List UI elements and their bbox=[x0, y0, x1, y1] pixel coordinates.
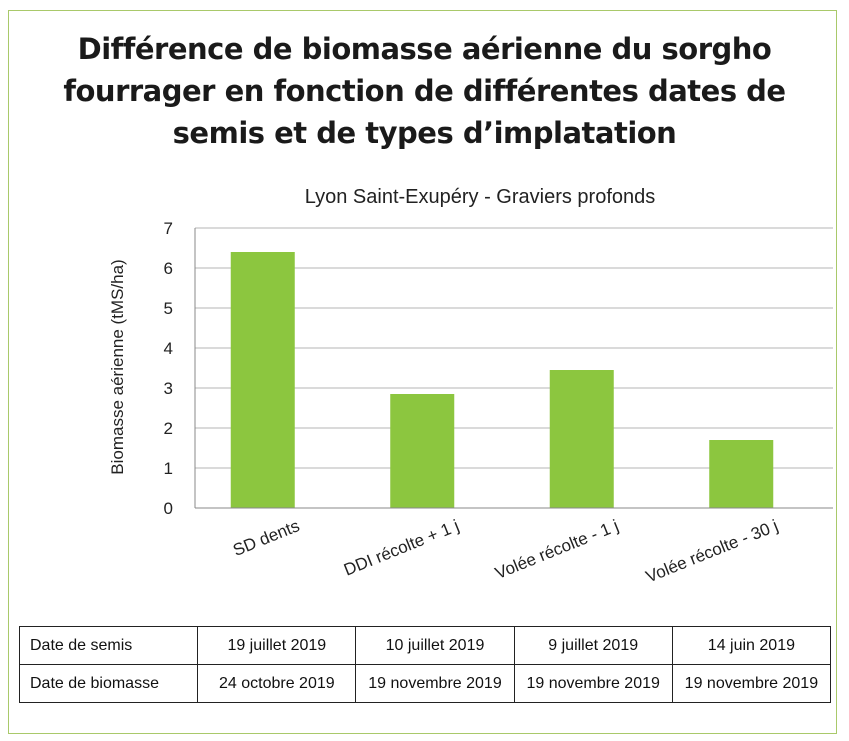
x-tick-label: Volée récolte - 1 j bbox=[492, 516, 621, 583]
table-cell: 10 juillet 2019 bbox=[355, 626, 515, 665]
table-row: Date de biomasse 24 octobre 2019 19 novemb… bbox=[18, 664, 832, 703]
figure-frame bbox=[8, 10, 837, 734]
dates-table: Date de semis 19 juillet 2019 10 juillet 2… bbox=[18, 626, 832, 703]
chart-title: Lyon Saint-Exupéry - Graviers profonds bbox=[304, 186, 656, 208]
x-tick-label: DDI récolte + 1 j bbox=[341, 516, 462, 579]
bars bbox=[230, 252, 774, 508]
bar-chart: 0 1 2 3 4 5 6 7 SD dents DDI récolte + 1 j Volée r… bbox=[108, 219, 833, 586]
y-tick-label: 6 bbox=[164, 259, 173, 278]
y-tick-label: 0 bbox=[164, 499, 173, 518]
y-tick-label: 3 bbox=[164, 379, 173, 398]
y-tick-label: 1 bbox=[164, 459, 173, 478]
table-cell: 19 juillet 2019 bbox=[197, 626, 357, 665]
bar bbox=[549, 370, 614, 508]
y-axis-label: Biomasse aérienne (tMS/ha) bbox=[108, 259, 127, 474]
y-tick-label: 5 bbox=[164, 299, 173, 318]
table-cell: 9 juillet 2019 bbox=[513, 626, 673, 665]
title-line-3: semis et de types d’implatation bbox=[172, 116, 677, 150]
bar bbox=[709, 440, 774, 508]
table-row-label: Date de biomasse bbox=[18, 664, 199, 703]
table-row-label: Date de semis bbox=[18, 626, 199, 665]
y-tick-label: 2 bbox=[164, 419, 173, 438]
x-tick-label: Volée récolte - 30 j bbox=[643, 516, 781, 586]
bar bbox=[390, 394, 455, 508]
bar bbox=[230, 252, 295, 508]
table-cell: 19 novembre 2019 bbox=[513, 664, 673, 703]
title-line-1: Différence de biomasse aérienne du sorgh… bbox=[77, 32, 772, 66]
table-cell: 14 juin 2019 bbox=[671, 626, 832, 665]
table-cell: 19 novembre 2019 bbox=[671, 664, 832, 703]
x-tick-label: SD dents bbox=[230, 516, 302, 560]
figure-title: Différence de biomasse aérienne du sorgh… bbox=[20, 28, 829, 154]
table-row: Date de semis 19 juillet 2019 10 juillet 2… bbox=[18, 626, 832, 665]
table-cell: 24 octobre 2019 bbox=[197, 664, 357, 703]
table-cell: 19 novembre 2019 bbox=[355, 664, 515, 703]
y-tick-label: 7 bbox=[164, 219, 173, 238]
grid-lines bbox=[195, 227, 833, 469]
y-tick-label: 4 bbox=[164, 339, 173, 358]
title-line-2: fourrager en fonction de différentes dat… bbox=[63, 74, 786, 108]
